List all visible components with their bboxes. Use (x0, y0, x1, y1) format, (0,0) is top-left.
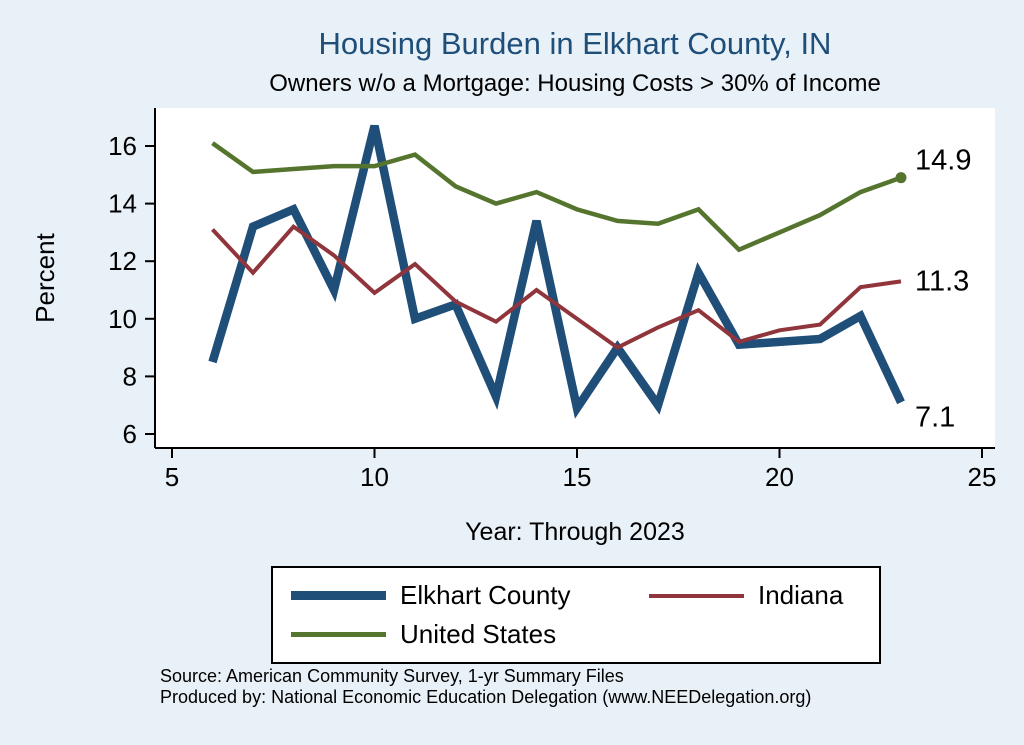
chart-subtitle: Owners w/o a Mortgage: Housing Costs > 3… (269, 70, 881, 97)
legend-label-elkhart-county: Elkhart County (400, 580, 571, 610)
x-tick-label: 25 (968, 462, 997, 492)
series-end-marker (895, 172, 907, 184)
source-line-2: Produced by: National Economic Education… (160, 687, 812, 707)
line-chart: 6 8 10 12 14 16 5 10 15 20 25 7.1 11.3 14.9 (108, 108, 997, 492)
series-end-value-label: 11.3 (915, 265, 969, 297)
y-tick-label: 10 (108, 304, 137, 334)
series-end-value-label: 14.9 (915, 145, 971, 177)
legend-swatch-indiana (649, 593, 744, 598)
source-block: Source: American Community Survey, 1-yr … (160, 666, 811, 708)
legend-item-indiana: Indiana (649, 580, 861, 611)
x-tick-label: 20 (765, 462, 794, 492)
series-line-elkhart-county (208, 124, 905, 419)
legend-label-united-states: United States (400, 619, 557, 649)
y-tick-label: 12 (108, 246, 137, 276)
series-line-indiana (211, 223, 902, 350)
y-tick-label: 16 (108, 131, 137, 161)
y-axis-label: Percent (30, 233, 60, 323)
legend-swatch-united-states (291, 632, 386, 637)
chart-title: Housing Burden in Elkhart County, IN (318, 26, 832, 61)
y-tick-label: 6 (123, 419, 137, 449)
series-end-value-label: 7.1 (915, 401, 955, 433)
legend-item-united-states: United States (291, 619, 649, 650)
x-tick-label: 15 (563, 462, 592, 492)
series-line-united-states (211, 141, 902, 253)
x-tick-label: 10 (360, 462, 389, 492)
legend-swatch-elkhart-county (291, 591, 386, 600)
y-tick-label: 14 (108, 189, 137, 219)
chart-legend: Elkhart County Indiana United States (271, 566, 881, 664)
x-tick-label: 5 (165, 462, 179, 492)
legend-item-elkhart-county: Elkhart County (291, 580, 649, 611)
y-tick-label: 8 (123, 361, 137, 391)
source-line-1: Source: American Community Survey, 1-yr … (160, 666, 624, 686)
legend-label-indiana: Indiana (758, 580, 844, 610)
x-axis-label: Year: Through 2023 (465, 518, 685, 546)
